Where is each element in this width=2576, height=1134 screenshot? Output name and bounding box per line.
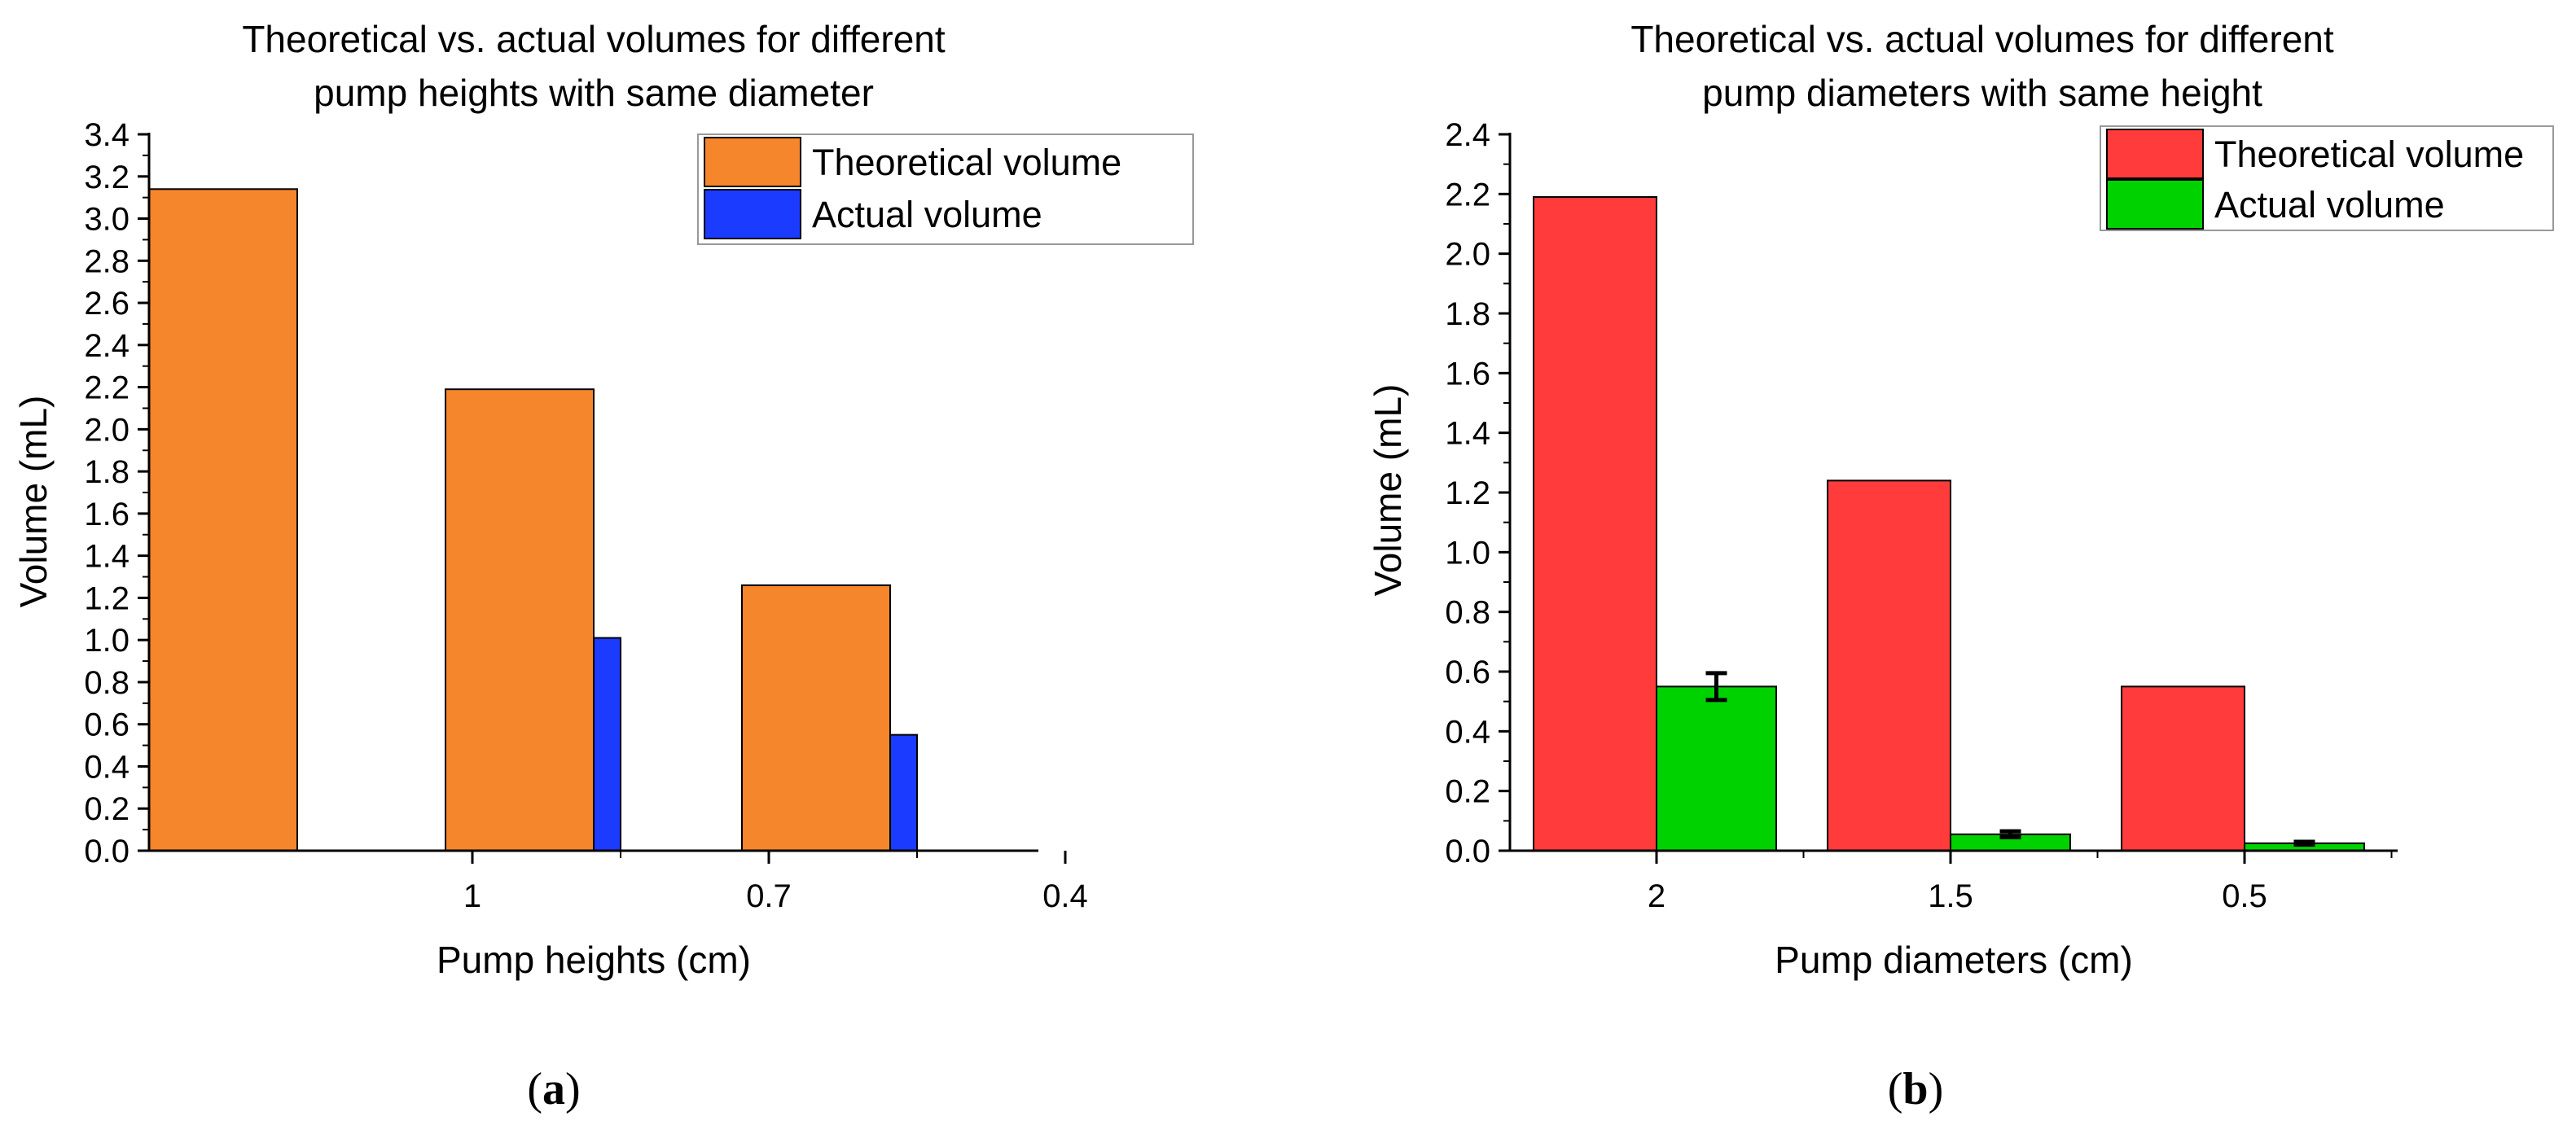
chart-a-legend-label-theoretical: Theoretical volume bbox=[812, 142, 1121, 183]
chart-a-legend-swatch-actual bbox=[704, 189, 801, 239]
chart-b-y-tick-label: 1.6 bbox=[1445, 356, 1490, 392]
chart-b-bar-theoretical-3 bbox=[2121, 685, 2245, 852]
chart-a-y-tick-label: 3.2 bbox=[84, 160, 129, 195]
chart-a: Theoretical vs. actual volumes for diffe… bbox=[12, 18, 1194, 1114]
chart-b-x-tick-label-3: 0.5 bbox=[2222, 878, 2267, 914]
chart-a-y-tick-label: 0.8 bbox=[84, 665, 129, 701]
chart-b-x-tick-label-2: 1.5 bbox=[1928, 878, 1973, 914]
chart-b-y-axis-label: Volume (mL) bbox=[1367, 384, 1409, 597]
chart-b-y-tick-label: 2.0 bbox=[1445, 237, 1490, 273]
chart-b-bar-theoretical-1 bbox=[1533, 196, 1657, 852]
chart-a-y-tick-label: 0.6 bbox=[84, 707, 129, 743]
chart-a-bar-theoretical-3 bbox=[741, 584, 891, 852]
chart-b-y-tick-label: 1.0 bbox=[1445, 535, 1490, 571]
chart-a-y-tick-label: 3.4 bbox=[84, 117, 129, 153]
panel-label-b: (b) bbox=[1888, 1064, 1943, 1114]
chart-b-y-tick-label: 2.4 bbox=[1445, 117, 1490, 153]
chart-b-legend-swatch-theoretical bbox=[2106, 129, 2204, 179]
chart-b-y-tick-label: 2.2 bbox=[1445, 177, 1490, 212]
chart-a-legend-swatch-theoretical bbox=[704, 137, 801, 187]
chart-a-y-tick-label: 3.0 bbox=[84, 202, 129, 238]
chart-a-title-line-2: pump heights with same diameter bbox=[314, 72, 874, 114]
chart-a-y-tick-label: 1.4 bbox=[84, 539, 129, 575]
chart-a-legend-label-actual: Actual volume bbox=[812, 194, 1042, 235]
chart-a-y-tick-label: 2.6 bbox=[84, 286, 129, 322]
chart-a-bar-theoretical-1 bbox=[148, 188, 298, 852]
chart-b-y-tick-label: 0.4 bbox=[1445, 714, 1490, 750]
chart-b-error-bar-2 bbox=[1999, 829, 2021, 839]
chart-b: Theoretical vs. actual volumes for diffe… bbox=[1367, 18, 2554, 1114]
chart-b-y-tick-label: 0.6 bbox=[1445, 655, 1490, 690]
chart-a-y-tick-label: 1.2 bbox=[84, 580, 129, 616]
chart-a-y-tick-label: 2.4 bbox=[84, 328, 129, 364]
chart-a-x-tick-label-1: 1 bbox=[463, 878, 481, 914]
chart-a-x-axis-label: Pump heights (cm) bbox=[437, 939, 751, 981]
chart-a-y-tick-label: 2.0 bbox=[84, 412, 129, 448]
chart-a-y-tick-label: 1.8 bbox=[84, 454, 129, 490]
chart-a-y-tick-label: 2.8 bbox=[84, 243, 129, 279]
chart-b-y-tick-label: 1.2 bbox=[1445, 475, 1490, 511]
panel-label-a: (a) bbox=[527, 1064, 580, 1114]
chart-b-legend-label-theoretical: Theoretical volume bbox=[2214, 134, 2524, 175]
chart-a-x-tick-label-2: 0.7 bbox=[746, 878, 792, 914]
chart-b-error-bar-1 bbox=[1705, 671, 1727, 703]
chart-a-y-tick-label: 0.4 bbox=[84, 749, 129, 785]
chart-b-y-tick-label: 1.4 bbox=[1445, 416, 1490, 452]
chart-b-legend-label-actual: Actual volume bbox=[2214, 184, 2445, 225]
chart-a-y-tick-label: 0.0 bbox=[84, 834, 129, 869]
chart-b-legend-swatch-actual bbox=[2106, 179, 2204, 230]
chart-b-y-tick-label: 0.8 bbox=[1445, 595, 1490, 631]
chart-b-x-axis-label: Pump diameters (cm) bbox=[1775, 939, 2133, 981]
chart-b-y-tick-label: 1.8 bbox=[1445, 296, 1490, 332]
chart-b-title-line-2: pump diameters with same height bbox=[1702, 72, 2262, 114]
chart-b-y-tick-label: 0.2 bbox=[1445, 774, 1490, 810]
chart-b-bar-theoretical-2 bbox=[1827, 479, 1951, 852]
chart-a-y-tick-label: 0.2 bbox=[84, 791, 129, 827]
chart-a-title-line-1: Theoretical vs. actual volumes for diffe… bbox=[242, 18, 946, 60]
chart-b-y-tick-label: 0.0 bbox=[1445, 834, 1490, 869]
chart-a-bar-theoretical-2 bbox=[445, 388, 595, 852]
chart-a-x-tick-label-3: 0.4 bbox=[1042, 878, 1088, 914]
chart-a-y-tick-label: 2.2 bbox=[84, 370, 129, 406]
chart-b-x-tick-label-1: 2 bbox=[1648, 878, 1665, 914]
chart-b-title-line-1: Theoretical vs. actual volumes for diffe… bbox=[1630, 18, 2334, 60]
chart-a-y-tick-label: 1.6 bbox=[84, 497, 129, 532]
chart-b-bar-actual-1 bbox=[1656, 685, 1777, 852]
chart-a-y-axis-label: Volume (mL) bbox=[12, 396, 55, 608]
chart-b-error-bar-3 bbox=[2293, 839, 2315, 847]
chart-a-y-tick-label: 1.0 bbox=[84, 623, 129, 659]
